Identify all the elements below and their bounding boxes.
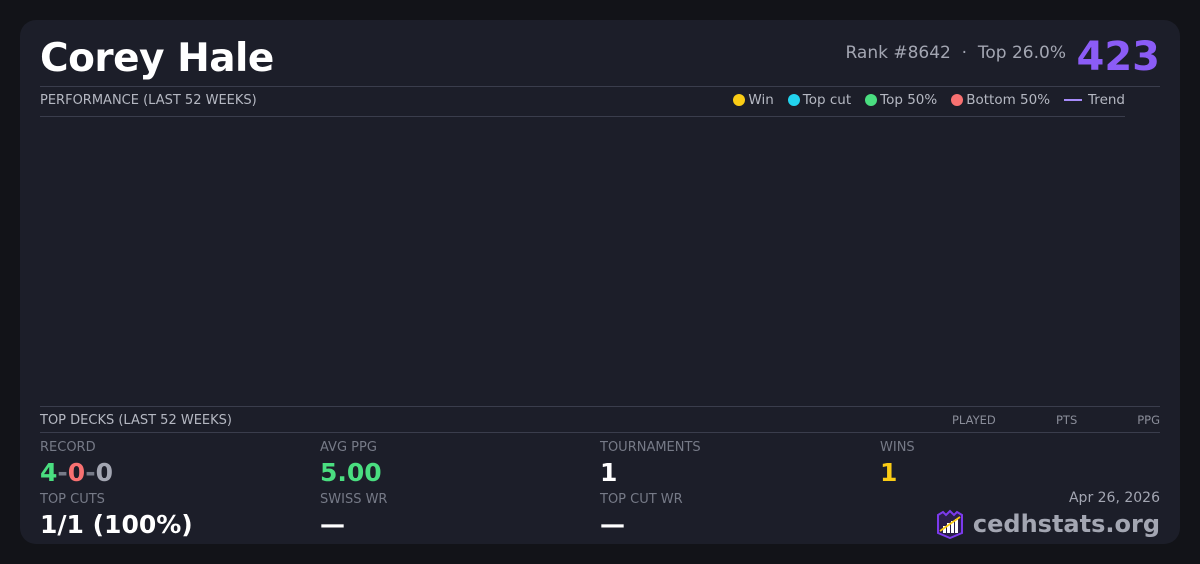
record-label: RECORD	[40, 440, 96, 455]
avg-ppg-value: 5.00	[320, 458, 382, 487]
legend-label: Bottom 50%	[966, 92, 1051, 108]
legend-bottom-50: Bottom 50%	[951, 92, 1050, 108]
legend-label: Top 50%	[880, 92, 938, 108]
top-cuts-value: 1/1 (100%)	[40, 510, 193, 539]
divider	[40, 86, 1160, 87]
separator: ·	[961, 43, 968, 63]
date: Apr 26, 2026	[1068, 490, 1160, 506]
top-cut-wr-value: —	[600, 510, 625, 539]
column-played[interactable]: PLAYED	[952, 413, 996, 427]
record-wins: 4	[40, 458, 58, 487]
chart-legend: Win Top cut Top 50% Bottom 50% Trend	[733, 92, 1125, 108]
brand[interactable]: cedhstats.org	[935, 509, 1160, 539]
top-cut-dot-icon	[787, 94, 800, 106]
divider	[40, 116, 1125, 117]
player-card: Corey Hale Rank #8642 · Top 26.0% 423 PE…	[20, 20, 1180, 544]
swiss-wr-value: —	[320, 510, 345, 539]
tournaments-value: 1	[600, 458, 618, 487]
column-ppg[interactable]: PPG	[1137, 413, 1160, 427]
trend-line-icon	[1064, 99, 1083, 101]
legend-label: Trend	[1088, 92, 1125, 108]
record-value: 4-0-0	[40, 458, 113, 487]
top-decks-title: TOP DECKS (LAST 52 WEEKS)	[40, 413, 232, 428]
wins-label: WINS	[880, 440, 915, 455]
column-pts[interactable]: PTS	[1056, 413, 1078, 427]
rank-info: Rank #8642 · Top 26.0%	[845, 43, 1066, 63]
brand-name: cedhstats.org	[972, 510, 1160, 538]
tournaments-label: TOURNAMENTS	[600, 440, 701, 455]
legend-win: Win	[733, 92, 774, 108]
legend-top-50: Top 50%	[865, 92, 937, 108]
divider	[40, 432, 1160, 433]
record-losses: 0	[67, 458, 86, 487]
record-sep: -	[85, 458, 96, 487]
player-name: Corey Hale	[40, 36, 274, 81]
legend-label: Top cut	[802, 92, 852, 108]
legend-label: Win	[748, 92, 774, 108]
rank: Rank #8642	[845, 43, 951, 63]
record-draws: 0	[95, 458, 113, 487]
cedhstats-logo-icon	[936, 509, 963, 539]
win-dot-icon	[733, 94, 746, 106]
wins-value: 1	[880, 458, 898, 487]
performance-title: PERFORMANCE (LAST 52 WEEKS)	[40, 93, 257, 108]
performance-chart-area	[40, 117, 1125, 406]
top-50-dot-icon	[865, 94, 878, 106]
top-cuts-label: TOP CUTS	[40, 492, 105, 507]
legend-top-cut: Top cut	[787, 92, 852, 108]
record-sep: -	[57, 458, 68, 487]
legend-trend: Trend	[1064, 92, 1125, 108]
swiss-wr-label: SWISS WR	[320, 492, 388, 507]
player-score: 423	[1076, 34, 1161, 80]
bottom-50-dot-icon	[951, 94, 964, 106]
top-cut-wr-label: TOP CUT WR	[600, 492, 683, 507]
avg-ppg-label: AVG PPG	[320, 440, 377, 455]
top-percent: Top 26.0%	[977, 43, 1066, 63]
divider	[40, 406, 1160, 407]
